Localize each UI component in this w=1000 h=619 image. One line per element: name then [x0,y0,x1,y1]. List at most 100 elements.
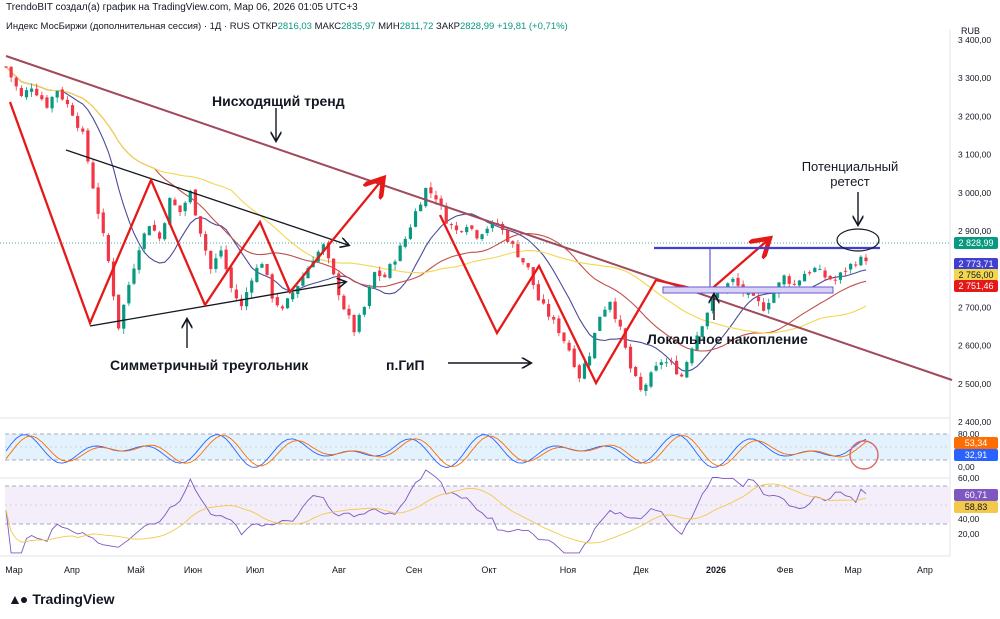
tag-rsi-ma: 58,83 [954,501,998,513]
candle-body [511,241,515,244]
candle-body [173,199,177,206]
time-tick-label: Дек [633,565,648,575]
candle-body [598,316,602,331]
candle-body [357,314,361,332]
candle-body [142,233,146,249]
downtrend-line[interactable] [5,55,953,381]
candle-body [163,223,167,240]
candle-body [398,245,402,262]
candle-body [383,274,387,278]
candle-body [372,272,377,288]
candle-body [76,115,80,128]
candle-body [342,295,346,310]
candle-body [849,263,853,270]
candle-body [613,301,617,319]
candle-body [24,90,29,98]
currency-label[interactable]: RUB [961,26,981,36]
candle-body [234,289,238,299]
candle-body [152,224,157,231]
candle-body [843,270,848,272]
candle-body [859,256,863,266]
price-axis[interactable]: 3 400,00 3 300,00 3 200,00 3 100,00 3 000,00… [958,35,991,427]
triangle-upper-line[interactable] [65,149,348,245]
candle-body [567,342,571,351]
candle-body [854,264,858,266]
candle-body [808,272,812,274]
accumulation-zone[interactable] [662,286,834,294]
rsi-lines [5,469,867,554]
price-tick-label: 3 300,00 [958,73,991,83]
price-tick-label: 3 000,00 [958,188,991,198]
candle-body [81,128,85,132]
symbol-title[interactable]: Индекс МосБиржи (дополнительная сессия) … [6,21,250,32]
time-axis[interactable]: Мар Апр Май Июн Июл Авг Сен Окт Ноя Дек 2026 Фев Мар… [5,565,933,575]
zigzag-first[interactable] [8,101,382,327]
candle-body [480,234,484,239]
candle-body [29,88,34,92]
candle-body [506,230,510,242]
candle-body [521,258,525,263]
candle-body [347,308,351,316]
candle-body [337,273,341,296]
tag-ma-blue: 2 773,71 [954,258,998,270]
candle-body [608,301,612,310]
tradingview-logo[interactable]: ▲● TradingView [8,591,115,607]
annotation-retest-line2: ретест [830,174,870,189]
retest-ellipse[interactable] [836,228,880,252]
candle-body [91,162,95,189]
price-tick-label: 2 700,00 [958,302,991,312]
candle-body [669,361,674,363]
chart-credit: TrendoBIT создал(а) график на TradingVie… [6,2,358,13]
time-tick-label: Июл [246,565,264,575]
annotation-hs: п.ГиП [386,357,425,373]
candle-body [838,272,843,280]
time-tick-label: Апр [64,565,80,575]
candle-body [352,315,356,333]
high-value: 2835,97 [341,21,376,32]
stoch-tick-label: 80,00 [958,429,980,439]
candle-body [137,250,141,270]
candle-body [762,302,766,311]
price-tick-label: 2 600,00 [958,341,991,351]
candle-body [582,363,587,379]
time-tick-label: Июн [184,565,202,575]
triangle-lower-line[interactable] [89,282,345,327]
candle-body [459,231,464,233]
candle-body [603,309,607,317]
candle-body [664,362,668,364]
candle-body [674,360,679,375]
candle-body [562,332,566,342]
time-tick-label: Мар [5,565,23,575]
candle-body [552,317,556,320]
rsi-ma-line [5,483,867,544]
candle-body [419,204,423,212]
time-tick-label: Окт [481,565,496,575]
candle-body [70,105,75,116]
candle-body [490,221,494,229]
candle-body [219,250,223,257]
candle-body [60,89,64,100]
candle-body [388,264,392,278]
symbol-ohlc-bar: Индекс МосБиржи (дополнительная сессия) … [6,21,568,32]
candle-body [485,228,489,234]
rsi-tick-label: 40,00 [958,514,980,524]
candle-body [393,261,397,265]
candle-body [183,202,187,212]
candle-body [587,356,592,366]
candle-body [572,348,576,367]
candle-body [685,362,689,378]
low-value: 2811,72 [399,21,434,32]
candle-body [111,261,116,297]
candle-body [444,205,448,224]
candle-body [516,244,520,258]
candle-body [50,96,54,109]
candle-body [623,328,628,348]
candle-body [4,66,8,68]
candle-body [117,294,121,329]
candle-body [475,230,479,239]
zigzag-second[interactable] [438,214,768,386]
tag-last-price: 2 828,99 [954,237,998,249]
candle-body [306,268,310,279]
